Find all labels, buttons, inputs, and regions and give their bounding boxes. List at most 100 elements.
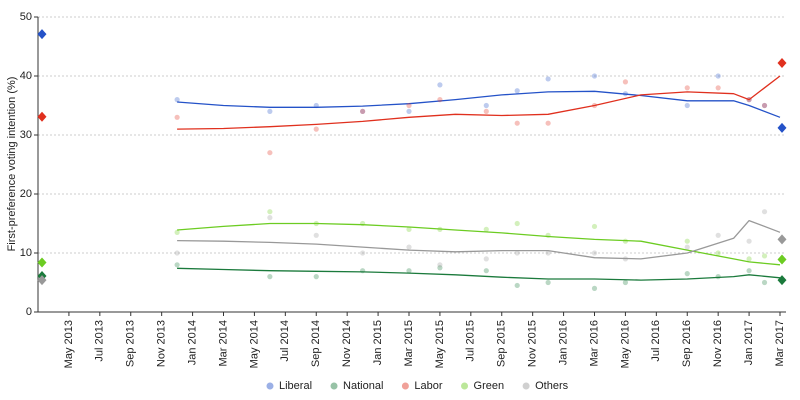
poll-point [514,120,520,126]
poll-point [591,285,598,291]
poll-point [267,209,273,215]
legend-marker [522,382,530,390]
trend-line [177,222,781,266]
poll-point [622,279,629,286]
poll-point [483,102,489,109]
x-tick-label: May 2014 [248,320,260,368]
trend-line [177,90,781,118]
poll-point [437,265,443,271]
poll-point [591,250,598,256]
poll-point [437,262,443,268]
poll-point [761,102,768,109]
poll-point [174,250,180,256]
legend-marker [266,382,274,390]
poll-point [437,97,443,103]
poll-point [514,220,520,227]
poll-point [483,256,489,262]
legend-label: National [343,380,383,392]
legend-marker [401,382,409,390]
x-tick-label: Mar 2015 [403,320,415,366]
x-tick-label: Jan 2017 [743,320,755,365]
y-axis-title: First-preference voting intention (%) [6,77,18,252]
election-result [777,275,787,286]
x-tick-label: Mar 2016 [588,320,600,366]
x-tick-label: Sep 2013 [125,320,137,367]
election-result [37,29,47,40]
x-tick-label: Jan 2016 [557,320,569,365]
x-tick-label: Jul 2015 [465,320,477,362]
y-tick-label: 10 [20,247,32,259]
x-tick-label: Nov 2013 [156,320,168,367]
legend-marker [461,382,469,390]
poll-point [406,108,412,114]
election-result [37,111,47,122]
legend-marker [330,382,338,390]
poll-point [684,85,690,91]
election-result [37,257,47,268]
x-tick-label: Nov 2014 [341,320,353,367]
poll-point [267,108,273,114]
poll-point [746,256,752,262]
x-tick-label: Jul 2014 [279,320,291,362]
y-tick-label: 0 [26,306,32,318]
trend-line [177,75,781,130]
poll-point [267,150,273,156]
poll-point [313,126,319,132]
poll-point [483,226,489,232]
election-result [777,234,787,245]
poll-point [715,232,721,238]
poll-point [761,253,768,259]
x-tick-label: Sep 2015 [496,320,508,367]
poll-point [267,215,273,221]
poll-point [715,85,721,91]
y-tick-label: 50 [20,11,32,23]
trend-line [177,267,781,281]
x-tick-label: Jul 2013 [94,320,106,362]
poll-point [514,88,520,94]
poll-point [313,232,319,238]
poll-point [684,102,690,109]
legend-label: Others [535,380,569,392]
legend-label: Liberal [279,380,312,392]
x-tick-label: Jul 2016 [650,320,662,362]
poll-point [267,274,273,280]
x-tick-label: Sep 2014 [310,320,322,367]
poll-point [545,76,551,82]
poll-point [406,226,412,232]
poll-point [514,250,520,256]
poll-point [437,82,443,88]
y-tick-label: 20 [20,188,32,200]
x-tick-label: Mar 2017 [774,320,786,366]
poll-point [591,223,598,230]
poll-point [174,97,180,103]
poll-point [715,274,721,280]
poll-point [684,244,690,250]
poll-point [360,108,366,114]
poll-point [174,114,180,120]
election-result [37,275,47,286]
poll-point [746,268,752,274]
poll-point [761,209,768,215]
legend-label: Green [474,380,505,392]
poll-point [591,73,598,79]
poll-point [406,102,412,109]
poll-point [360,250,366,256]
poll-point [406,244,412,250]
poll-point [761,279,768,286]
x-tick-label: Jan 2015 [372,320,384,365]
poll-point [360,108,366,114]
poll-point [746,238,752,244]
poll-point [684,238,690,244]
poll-point [761,102,768,109]
poll-point [514,282,520,289]
x-tick-label: May 2013 [63,320,75,368]
legend-label: Labor [414,380,442,392]
poll-point [715,73,721,79]
poll-point [545,279,551,286]
poll-point [545,250,551,256]
election-result [777,254,787,265]
poll-point [313,274,319,280]
poll-point [406,268,412,274]
poll-point [545,120,551,126]
